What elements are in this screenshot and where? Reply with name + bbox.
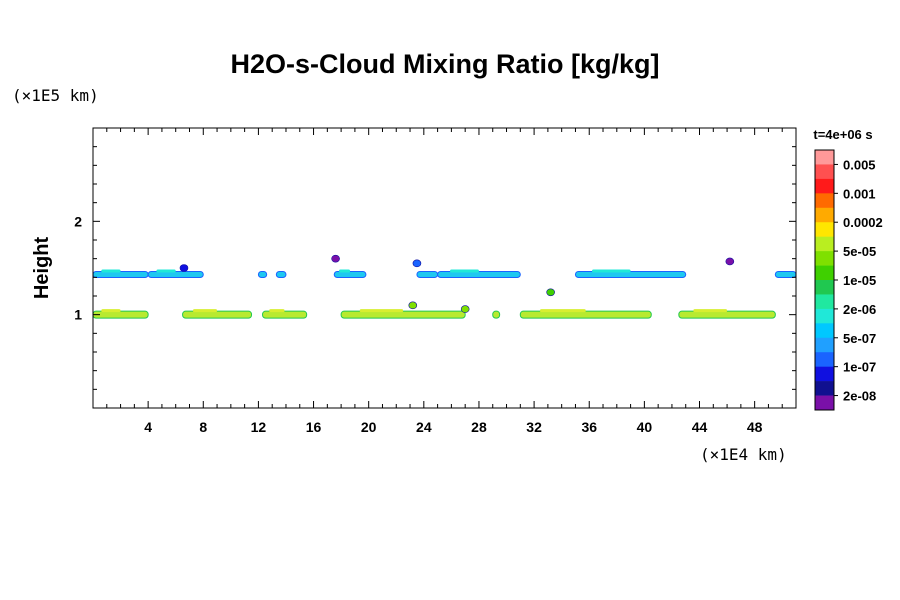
colorbar-swatch <box>815 222 834 237</box>
time-label: t=4e+06 s <box>813 127 872 142</box>
x-tick-label: 16 <box>306 419 322 435</box>
x-tick-label: 24 <box>416 419 432 435</box>
colorbar: 0.005 0.001 0.0002 5e-05 1e-05 2e-06 5e-07 1e-0… <box>814 149 883 411</box>
colorbar-tick-label: 0.001 <box>843 186 876 201</box>
cloud-blob <box>179 264 189 272</box>
cloud-bump <box>338 269 351 273</box>
cloud-segment <box>437 271 521 279</box>
colorbar-tick-label: 0.0002 <box>843 215 883 230</box>
chart-title: H2O-s-Cloud Mixing Ratio [kg/kg] <box>231 49 660 79</box>
x-tick-label: 28 <box>471 419 487 435</box>
x-tick-label: 44 <box>692 419 708 435</box>
y-tick-label: 2 <box>74 213 82 229</box>
cloud-bump <box>101 309 121 313</box>
colorbar-tick-label: 5e-05 <box>843 244 876 259</box>
cloud-segment <box>92 310 149 319</box>
cloud-bump <box>269 309 285 313</box>
cloud-segment <box>774 271 797 279</box>
cloud-bump <box>359 309 404 313</box>
cloud-segment <box>492 310 501 319</box>
y-axis-label: Height <box>31 237 53 300</box>
cloud-segment <box>262 310 308 319</box>
x-tick-label: 12 <box>251 419 267 435</box>
cloud-segment <box>678 310 776 319</box>
x-tick-label: 4 <box>144 419 152 435</box>
cloud-blob <box>412 259 422 268</box>
colorbar-tick-label: 1e-07 <box>843 360 876 375</box>
colorbar-swatch <box>815 150 834 165</box>
y-axis-unit: (×1E5 km) <box>12 86 99 105</box>
cloud-bump <box>101 269 121 273</box>
x-tick-label: 8 <box>199 419 207 435</box>
colorbar-swatch <box>815 395 834 411</box>
x-tick-label: 32 <box>526 419 542 435</box>
cloud-segment <box>147 271 204 279</box>
cloud-bump <box>450 269 479 273</box>
colorbar-tick-label: 2e-08 <box>843 389 876 404</box>
cloud-blob <box>546 288 555 297</box>
cloud-segment <box>519 310 652 319</box>
cloud-bump <box>693 309 728 313</box>
cloud-bump <box>539 309 586 313</box>
colorbar-swatch <box>815 381 834 396</box>
colorbar-tick-label: 2e-06 <box>843 302 876 317</box>
cloud-blob <box>460 305 470 313</box>
colorbar-swatch <box>815 193 834 209</box>
cloud-blob <box>408 301 418 310</box>
cloud-segment <box>340 310 466 319</box>
colorbar-swatch <box>815 366 834 382</box>
colorbar-swatch <box>815 236 834 252</box>
colorbar-swatch <box>815 265 834 281</box>
cloud-blob <box>331 254 340 263</box>
colorbar-swatch <box>815 280 834 295</box>
colorbar-tick-label: 1e-05 <box>843 273 876 288</box>
colorbar-tick-label: 5e-07 <box>843 331 876 346</box>
x-axis-unit: (×1E4 km) <box>700 445 787 464</box>
cloud-bump <box>591 269 631 273</box>
cloud-blob <box>725 257 735 266</box>
cloud-segment <box>333 271 367 279</box>
colorbar-swatch <box>815 337 834 353</box>
colorbar-swatch <box>815 164 834 180</box>
colorbar-swatch <box>815 251 834 266</box>
cloud-segment <box>182 310 253 319</box>
cloud-segment <box>257 271 268 279</box>
colorbar-tick-label: 0.005 <box>843 157 876 172</box>
cloud-segment <box>92 271 149 279</box>
plot-frame <box>92 127 797 409</box>
colorbar-swatch <box>815 294 834 310</box>
colorbar-swatch <box>815 207 834 223</box>
x-tick-label: 40 <box>637 419 653 435</box>
cloud-bump <box>156 269 176 273</box>
cloud-segment <box>416 271 439 279</box>
x-tick-label: 20 <box>361 419 377 435</box>
colorbar-swatch <box>815 323 834 339</box>
x-tick-label: 48 <box>747 419 763 435</box>
cloud-segment <box>275 271 287 279</box>
colorbar-swatch <box>815 352 834 367</box>
colorbar-swatch <box>815 308 834 324</box>
cloud-bump <box>192 309 218 313</box>
colorbar-swatch <box>815 178 834 194</box>
cloud-segment <box>574 271 687 279</box>
x-tick-label: 36 <box>581 419 597 435</box>
y-tick-label: 1 <box>74 307 82 323</box>
